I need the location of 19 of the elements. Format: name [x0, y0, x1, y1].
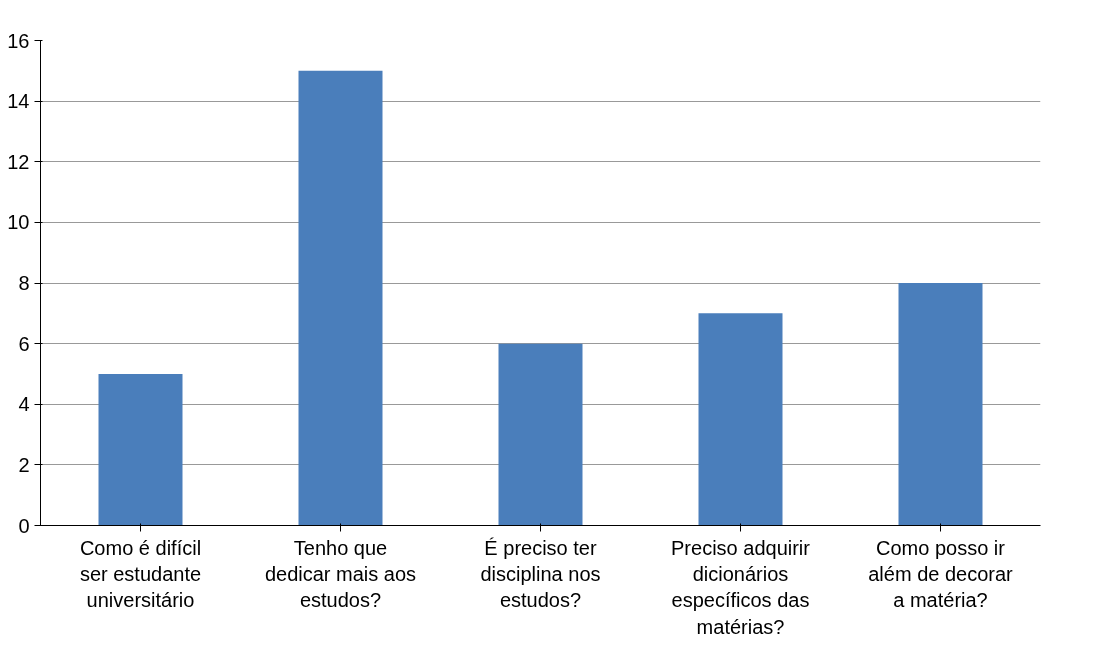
- y-tick-label: 0: [18, 514, 30, 537]
- x-tick-label: Preciso adquirir dicionários específicos das matérias?: [671, 536, 811, 638]
- bar: [898, 283, 983, 526]
- bar: [98, 373, 183, 526]
- x-tick-label: É preciso ter disciplina nos estudos?: [480, 536, 601, 612]
- x-tick-label: Como é difícil ser estudante universitário: [79, 536, 202, 612]
- y-tick-label: 16: [7, 29, 30, 52]
- y-tick-label: 10: [7, 211, 30, 234]
- bar: [498, 343, 583, 526]
- bar: [298, 70, 383, 526]
- y-tick-label: 2: [18, 453, 30, 476]
- y-tick-label: 14: [7, 90, 30, 113]
- y-tick-label: 4: [18, 393, 30, 416]
- x-tick-label: Tenho que dedicar mais aos estudos?: [264, 536, 417, 612]
- y-tick-label: 12: [7, 150, 30, 173]
- y-tick-label: 6: [18, 332, 30, 355]
- bar: [698, 313, 783, 526]
- x-tick-label: Como posso ir além de decorar a matéria?: [868, 536, 1014, 612]
- y-tick-label: 8: [18, 272, 30, 294]
